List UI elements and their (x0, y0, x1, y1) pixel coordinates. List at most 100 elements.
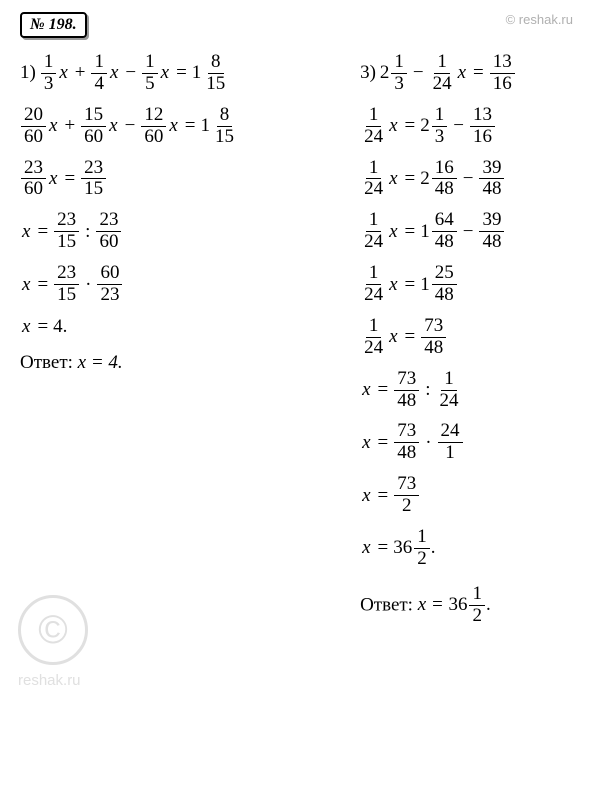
var-x: x (389, 274, 397, 296)
mixed-number: 213 (420, 105, 448, 148)
fraction: 2315 (81, 158, 106, 201)
equals: = (37, 221, 48, 243)
minus: − (125, 62, 136, 84)
equals: = (473, 62, 484, 84)
var-x: x (389, 115, 397, 137)
answer-line: Ответ: x = 3612. (360, 584, 573, 627)
fraction: 6023 (97, 263, 122, 306)
fraction: 2315 (54, 210, 79, 253)
fraction: 15 (142, 52, 158, 95)
minus: − (463, 221, 474, 243)
minus: − (125, 115, 136, 137)
var-x: x (161, 62, 169, 84)
var-x: x (59, 62, 67, 84)
answer-label: Ответ: (20, 352, 78, 373)
equals: = (378, 432, 389, 454)
answer-line: Ответ: x = 4. (20, 352, 320, 374)
minus: − (413, 62, 424, 84)
fraction: 14 (91, 52, 107, 95)
equals: = (37, 316, 48, 338)
fraction: 3948 (479, 158, 504, 201)
fraction: 124 (361, 316, 386, 359)
answer-label: Ответ: (360, 594, 418, 615)
eq-line: 2060 x + 1560 x − 1260 x = 1815 (20, 105, 320, 148)
eq-line: 124 x = 12548 (360, 263, 573, 306)
var-x: x (362, 485, 370, 507)
plus: + (64, 115, 75, 137)
fraction: 732 (394, 474, 419, 517)
problem-number: № 198. (20, 12, 87, 38)
mixed-number: 1815 (192, 52, 230, 95)
fraction: 7348 (421, 316, 446, 359)
eq-line: 124 x = 213 − 1316 (360, 105, 573, 148)
plus: + (75, 62, 86, 84)
var-x: x (22, 221, 30, 243)
mixed-number: 213 (380, 52, 408, 95)
mixed-number: 16448 (420, 210, 458, 253)
problem-prefix: 1) (20, 62, 36, 84)
var-x: x (109, 115, 117, 137)
eq-line: x = 732 (360, 474, 573, 517)
equals: = (405, 221, 416, 243)
var-x: x (389, 221, 397, 243)
mixed-number: 3612 (393, 527, 431, 570)
solution-3: 3) 213 − 124 x = 1316 124 x = 213 − 1316… (360, 52, 573, 627)
fraction: 124 (361, 105, 386, 148)
minus: − (453, 115, 464, 137)
solution-columns: 1) 13 x + 14 x − 15 x = 1815 2060 x + 15… (20, 52, 573, 627)
eq-line: 124 x = 7348 (360, 316, 573, 359)
fraction: 1316 (490, 52, 515, 95)
fraction: 2315 (54, 263, 79, 306)
equals: = (185, 115, 196, 137)
equals: = (405, 326, 416, 348)
var-x: x (169, 115, 177, 137)
fraction: 124 (430, 52, 455, 95)
fraction: 7348 (394, 421, 419, 464)
var-x: x (362, 537, 370, 559)
equals: = (176, 62, 187, 84)
mixed-number: 21648 (420, 158, 458, 201)
eq-line: 3) 213 − 124 x = 1316 (360, 52, 573, 95)
var-x: x (389, 326, 397, 348)
fraction: 7348 (394, 369, 419, 412)
var-x: x (458, 62, 466, 84)
fraction: 124 (361, 263, 386, 306)
fraction: 241 (438, 421, 463, 464)
value: 4. (53, 316, 67, 338)
fraction: 124 (361, 158, 386, 201)
fraction: 13 (41, 52, 57, 95)
var-x: x (49, 115, 57, 137)
var-x: x (22, 316, 30, 338)
fraction: 1560 (81, 105, 106, 148)
eq-line: 124 x = 21648 − 3948 (360, 158, 573, 201)
var-x: x (49, 168, 57, 190)
eq-line: 1) 13 x + 14 x − 15 x = 1815 (20, 52, 320, 95)
fraction: 124 (361, 210, 386, 253)
answer-value: x = 4. (78, 352, 123, 373)
mixed-number: 1815 (200, 105, 238, 148)
watermark-reshak: reshak.ru (18, 672, 81, 689)
var-x: x (22, 274, 30, 296)
equals: = (378, 537, 389, 559)
problem-prefix: 3) (360, 62, 376, 84)
watermark-copyright-icon: © (18, 595, 88, 665)
eq-line: 2360 x = 2315 (20, 158, 320, 201)
eq-line: x = 2315 : 2360 (20, 210, 320, 253)
multiply: · (425, 432, 431, 454)
fraction: 2360 (96, 210, 121, 253)
equals: = (378, 485, 389, 507)
fraction: 124 (437, 369, 462, 412)
equals: = (37, 274, 48, 296)
fraction: 1260 (141, 105, 166, 148)
watermark-top: © reshak.ru (506, 12, 573, 27)
eq-line: x = 2315 · 6023 (20, 263, 320, 306)
multiply: · (85, 274, 91, 296)
eq-line: x = 7348 : 124 (360, 369, 573, 412)
equals: = (405, 115, 416, 137)
fraction: 3948 (479, 210, 504, 253)
equals: = (405, 274, 416, 296)
eq-line: x = 7348 · 241 (360, 421, 573, 464)
fraction: 1316 (470, 105, 495, 148)
var-x: x (362, 379, 370, 401)
eq-line: x = 3612. (360, 527, 573, 570)
